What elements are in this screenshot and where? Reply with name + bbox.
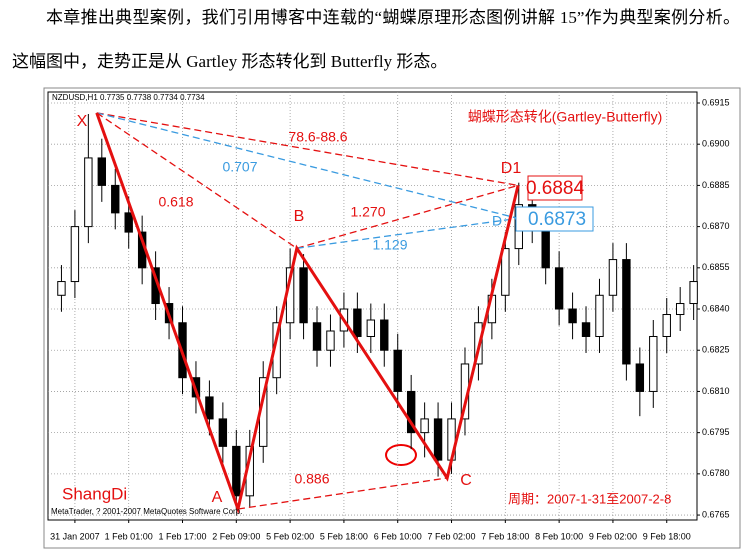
point-label: X (77, 113, 88, 130)
ratio-label: 0.707 (222, 159, 257, 175)
candle-body (353, 308, 362, 337)
candle-body (380, 319, 389, 351)
ratio-label: 78.6-88.6 (288, 129, 347, 145)
paragraph: 本章推出典型案例，我们引用博客中连载的“蝴蝶原理形态图例讲解 15”作为典型案例… (12, 8, 740, 71)
candle-body (97, 157, 107, 186)
candle-body (406, 390, 416, 434)
y-tick-label: 0.6780 (702, 468, 730, 478)
y-tick-label: 0.6810 (702, 386, 730, 396)
x-tick-label: 7 Feb 02:00 (427, 531, 475, 541)
candle-body (501, 248, 510, 296)
ratio-line (96, 112, 298, 249)
point-label: C (460, 472, 472, 489)
ratio-label: 1.129 (372, 237, 407, 253)
point-label: B (294, 208, 305, 225)
x-tick-label: 7 Feb 18:00 (481, 531, 529, 541)
ratio-line (296, 217, 519, 249)
candle-body (554, 267, 564, 310)
x-tick-label: 9 Feb 18:00 (643, 531, 691, 541)
candle-body (393, 349, 402, 392)
point-label: D1 (501, 160, 522, 177)
pattern-line (95, 112, 520, 515)
x-tick-label: 5 Feb 18:00 (320, 531, 368, 541)
candle-body (124, 212, 133, 233)
candle-body (70, 226, 80, 283)
point-label: D (492, 213, 502, 229)
highlight-ellipse (385, 444, 417, 466)
ratio-label: 1.270 (350, 204, 385, 220)
chart-title: 蝴蝶形态转化(Gartley-Butterfly) (468, 109, 662, 125)
candle-body (111, 184, 120, 214)
chart-frame (43, 87, 741, 549)
candle-body (649, 335, 658, 392)
candle-body (84, 157, 93, 228)
y-tick-label: 0.6915 (702, 97, 730, 107)
period-label: 周期：2007-1-31至2007-2-8 (508, 491, 671, 506)
x-tick-label: 31 Jan 2007 (50, 531, 100, 541)
candle-body (622, 259, 631, 365)
y-tick-label: 0.6870 (702, 221, 730, 231)
x-tick-label: 1 Feb 01:00 (105, 531, 153, 541)
price-label: 0.6884 (526, 178, 585, 199)
candle-body (662, 314, 671, 337)
candle-body (205, 396, 214, 420)
y-tick-label: 0.6765 (702, 509, 730, 519)
candle-body (299, 267, 308, 324)
candle-body (366, 319, 376, 337)
price-box (527, 175, 583, 201)
x-tick-label: 9 Feb 02:00 (589, 531, 637, 541)
y-tick-label: 0.6825 (702, 345, 730, 355)
candle-body (689, 281, 698, 305)
candle-body (433, 418, 443, 461)
candle-body (57, 281, 66, 296)
copyright: MetaTrader, ? 2001-2007 MetaQuotes Softw… (51, 507, 242, 516)
candle-body (568, 308, 577, 324)
ratio-line (296, 184, 519, 249)
symbol-label: NZDUSD,H1 0.7735 0.7738 0.7734 0.7734 (52, 93, 205, 102)
y-tick-label: 0.6840 (702, 303, 730, 313)
x-tick-label: 8 Feb 10:00 (535, 531, 583, 541)
candle-body (675, 303, 685, 316)
candle-body (232, 445, 241, 497)
x-tick-label: 6 Feb 10:00 (374, 531, 422, 541)
candle-body (420, 418, 429, 434)
y-tick-label: 0.6855 (702, 262, 730, 272)
candle-body (581, 322, 591, 337)
candle-body (635, 363, 645, 392)
x-tick-label: 5 Feb 02:00 (266, 531, 314, 541)
ratio-label: 0.618 (158, 194, 193, 210)
x-tick-label: 1 Feb 17:00 (158, 531, 206, 541)
price-box (515, 206, 594, 232)
price-label: 0.6873 (528, 209, 586, 230)
ratio-line (237, 477, 448, 510)
ratio-line (96, 112, 519, 219)
x-tick-label: 2 Feb 09:00 (212, 531, 260, 541)
candle-body (595, 294, 604, 337)
y-tick-label: 0.6795 (702, 427, 730, 437)
watermark: ShangDi (62, 484, 127, 503)
candle-body (218, 418, 228, 447)
candle-body (608, 259, 618, 296)
y-tick-label: 0.6900 (702, 139, 730, 149)
ratio-label: 0.886 (294, 471, 329, 487)
point-label: A (212, 489, 223, 506)
plot-area (47, 91, 698, 521)
candle-body (312, 322, 322, 351)
y-tick-label: 0.6885 (702, 180, 730, 190)
ratio-line (96, 112, 519, 187)
candle-body (541, 226, 550, 269)
candle-body (326, 330, 335, 351)
